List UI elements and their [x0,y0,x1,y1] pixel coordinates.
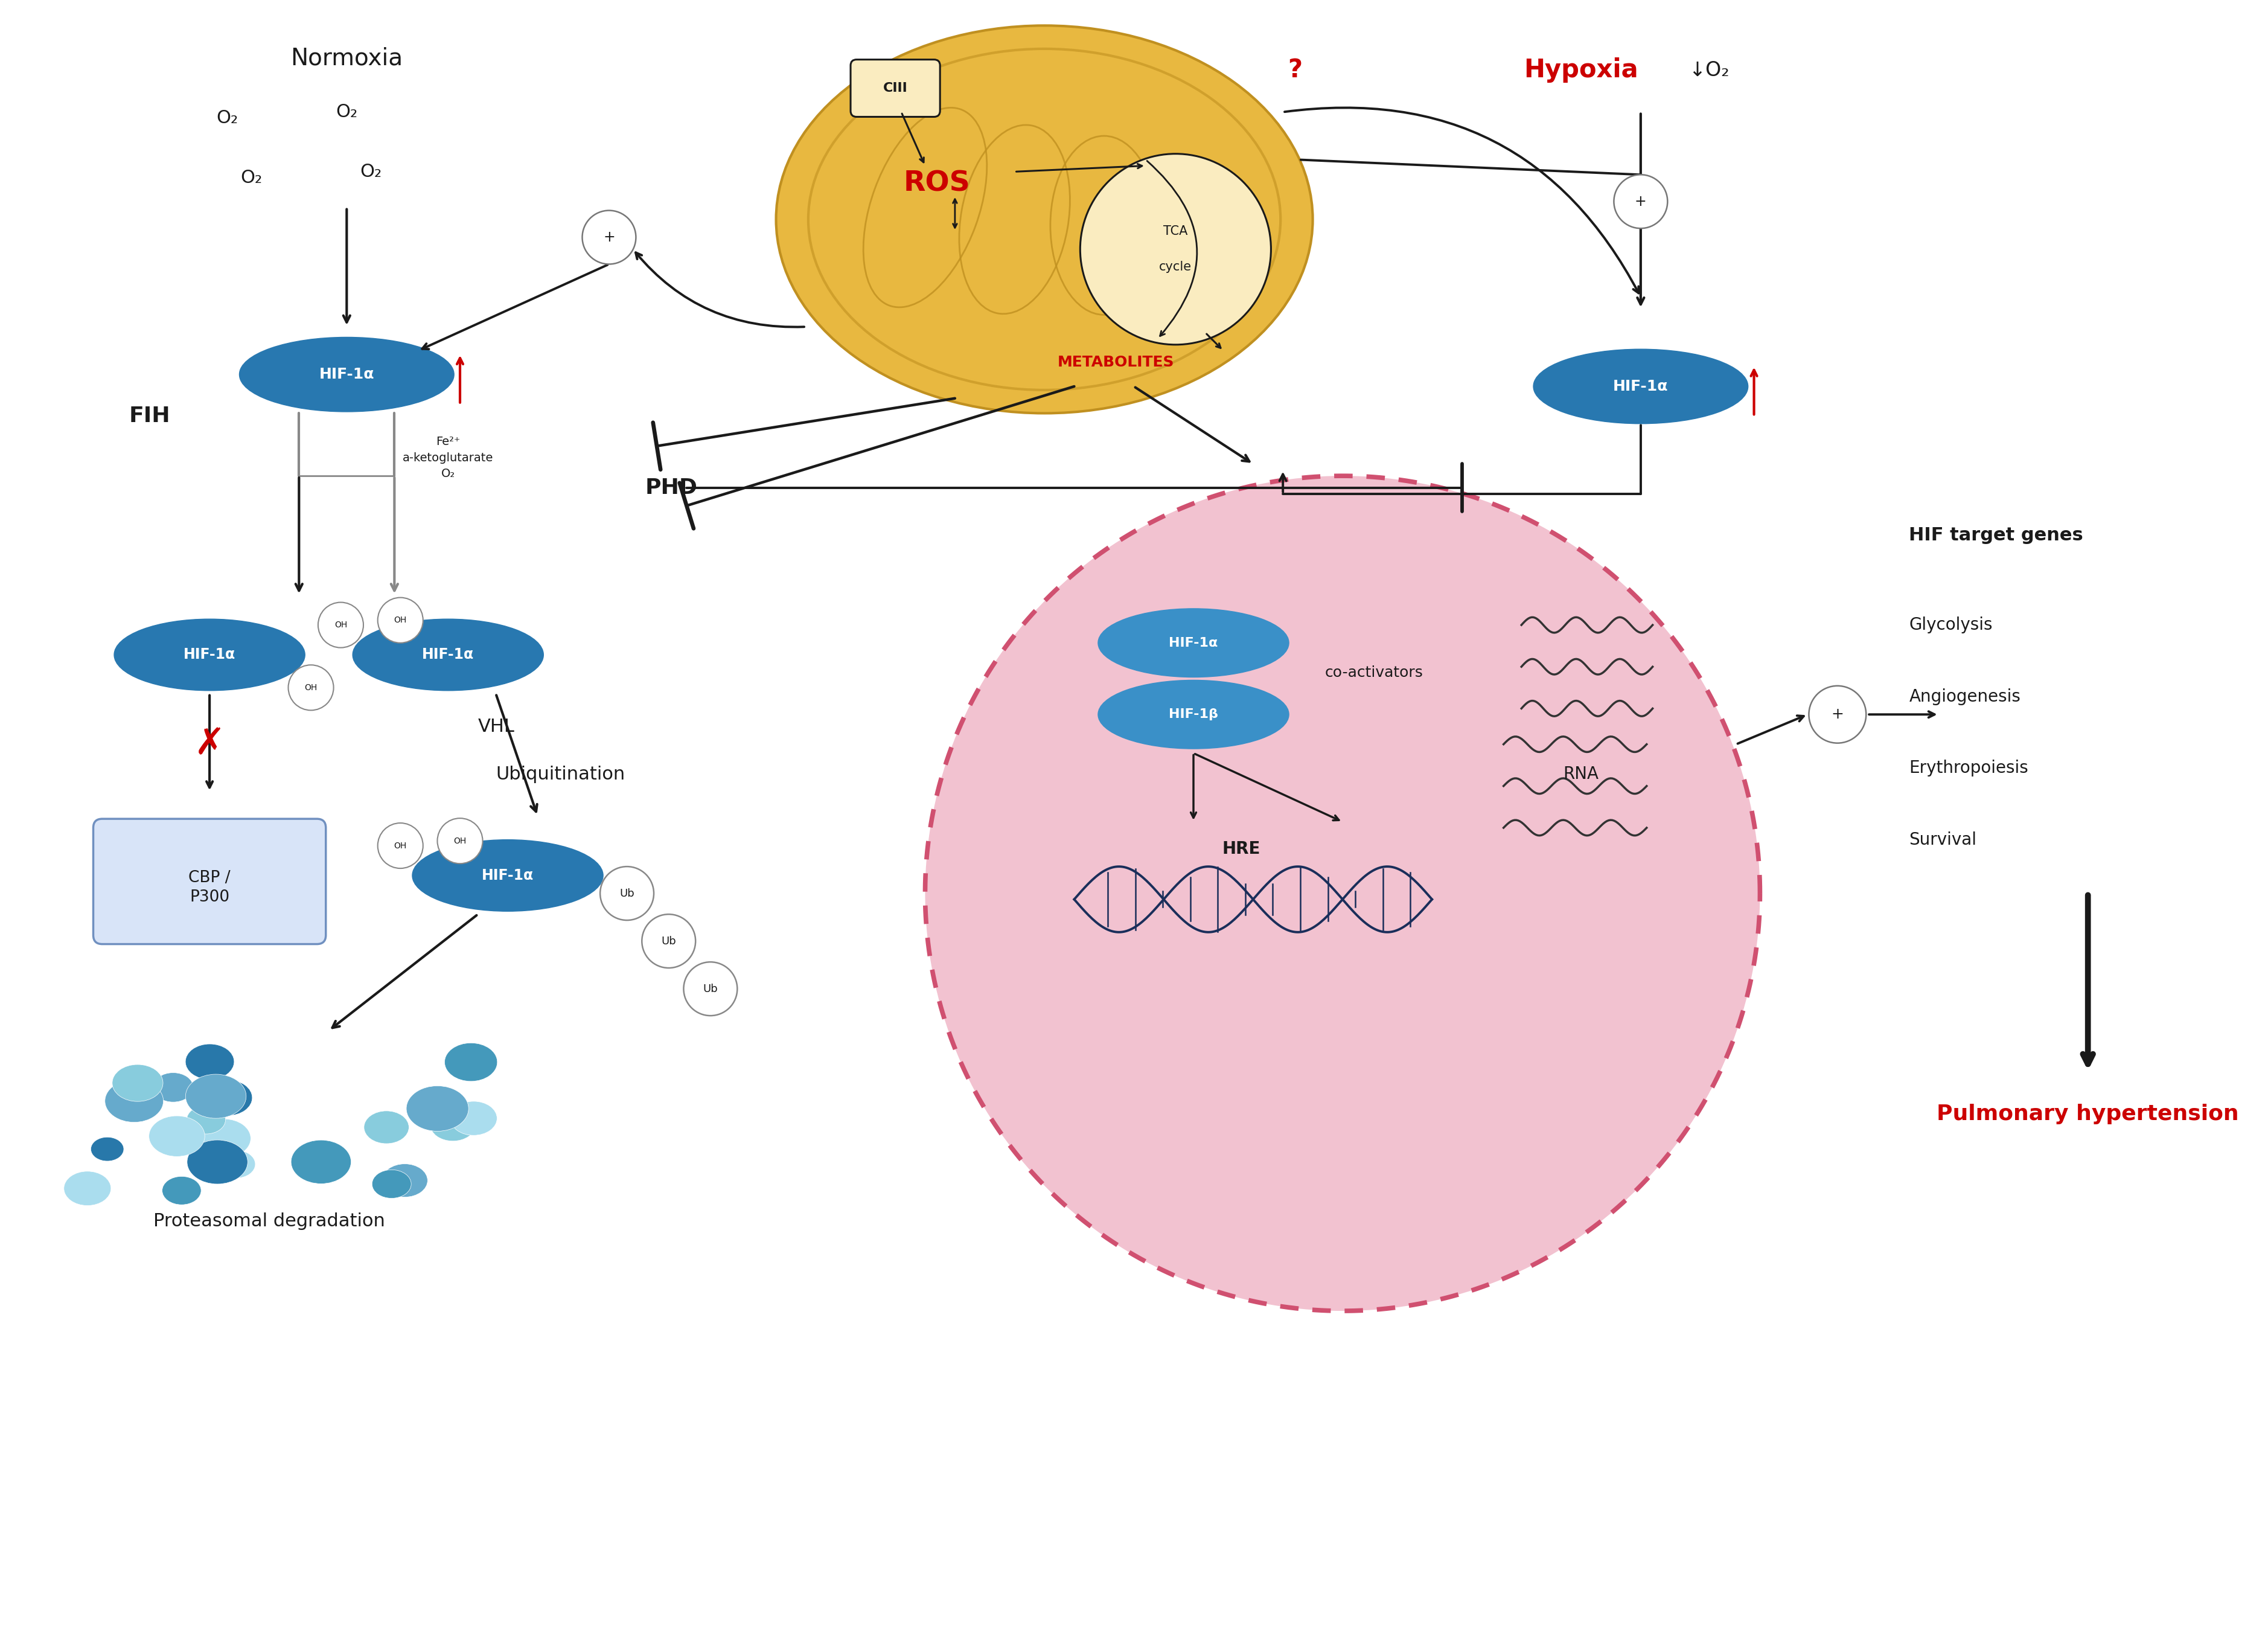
Ellipse shape [381,1164,429,1197]
Ellipse shape [163,1176,202,1205]
Text: PHD: PHD [644,478,696,498]
Text: HIF-1α: HIF-1α [422,648,474,661]
Ellipse shape [113,618,304,691]
Text: ✗: ✗ [195,727,225,762]
Text: Angiogenesis: Angiogenesis [1910,688,2021,706]
Text: O₂: O₂ [361,163,381,180]
Ellipse shape [91,1138,125,1161]
Text: METABOLITES: METABOLITES [1057,355,1175,369]
Text: ROS: ROS [903,170,971,198]
Text: Pulmonary hypertension: Pulmonary hypertension [1937,1103,2239,1125]
Circle shape [379,823,424,869]
Ellipse shape [186,1073,247,1118]
Text: Normoxia: Normoxia [290,46,404,69]
Text: HIF-1β: HIF-1β [1168,709,1218,721]
Text: RNA: RNA [1563,765,1599,783]
Text: HIF-1α: HIF-1α [1613,379,1669,394]
Ellipse shape [150,1116,204,1156]
Text: HIF-1α: HIF-1α [481,869,533,882]
Text: CBP /
P300: CBP / P300 [188,871,231,905]
Ellipse shape [197,1120,252,1158]
Ellipse shape [372,1169,411,1199]
Circle shape [438,818,483,864]
Text: +: + [1635,195,1647,209]
Text: +: + [1830,707,1844,722]
Ellipse shape [111,1065,163,1102]
Text: O₂: O₂ [215,109,238,127]
Ellipse shape [445,1042,497,1082]
Text: O₂: O₂ [240,168,263,186]
Text: TCA: TCA [1163,226,1188,237]
Circle shape [1080,153,1270,345]
Text: Erythropoiesis: Erythropoiesis [1910,760,2028,777]
FancyBboxPatch shape [850,59,939,117]
Ellipse shape [186,1044,234,1080]
Text: Fe²⁺
a-ketoglutarate
O₂: Fe²⁺ a-ketoglutarate O₂ [404,437,494,480]
Text: Ubiquitination: Ubiquitination [497,765,626,783]
Ellipse shape [186,1106,225,1135]
Ellipse shape [186,1139,247,1184]
Text: ?: ? [1288,58,1302,82]
Ellipse shape [290,1139,352,1184]
Text: HIF-1α: HIF-1α [320,368,374,381]
Text: co-activators: co-activators [1325,666,1422,679]
Ellipse shape [1533,350,1749,424]
Text: CIII: CIII [882,82,907,94]
Ellipse shape [431,1108,476,1141]
Circle shape [1615,175,1667,228]
Text: OH: OH [395,841,406,849]
Ellipse shape [218,1151,256,1177]
Text: OH: OH [454,836,467,846]
Ellipse shape [352,618,544,691]
Text: +: + [603,231,615,244]
Ellipse shape [240,336,454,412]
Text: Hypoxia: Hypoxia [1524,58,1637,82]
Ellipse shape [406,1087,469,1131]
Circle shape [288,665,333,711]
Text: FIH: FIH [129,406,170,427]
Text: Ub: Ub [619,887,635,899]
Circle shape [642,914,696,968]
Ellipse shape [152,1073,193,1102]
Text: OH: OH [333,620,347,630]
Text: cycle: cycle [1159,261,1193,274]
Text: Ub: Ub [703,983,719,994]
Text: HIF-1α: HIF-1α [1168,637,1218,650]
Text: HIF-1α: HIF-1α [184,648,236,661]
Ellipse shape [776,26,1313,414]
Text: Glycolysis: Glycolysis [1910,617,1994,633]
Text: O₂: O₂ [336,104,358,120]
Text: OH: OH [304,683,318,693]
Ellipse shape [1098,608,1288,678]
Text: HIF target genes: HIF target genes [1910,526,2084,544]
Ellipse shape [807,49,1281,391]
Circle shape [583,211,635,264]
Circle shape [379,597,424,643]
Text: VHL: VHL [479,717,515,735]
Circle shape [925,477,1760,1311]
Ellipse shape [204,1080,252,1116]
Ellipse shape [1098,679,1288,749]
Ellipse shape [104,1080,163,1123]
Ellipse shape [413,839,603,912]
Ellipse shape [363,1111,408,1144]
FancyBboxPatch shape [93,820,327,945]
Text: HRE: HRE [1222,841,1261,857]
Text: Ub: Ub [662,935,676,947]
Circle shape [683,961,737,1016]
Circle shape [1810,686,1867,744]
Text: Proteasomal degradation: Proteasomal degradation [154,1212,386,1230]
Text: Survival: Survival [1910,831,1978,848]
Ellipse shape [451,1102,497,1135]
Text: OH: OH [395,617,406,625]
Circle shape [601,866,653,920]
Ellipse shape [64,1171,111,1205]
Circle shape [318,602,363,648]
Text: ↓O₂: ↓O₂ [1687,61,1728,81]
